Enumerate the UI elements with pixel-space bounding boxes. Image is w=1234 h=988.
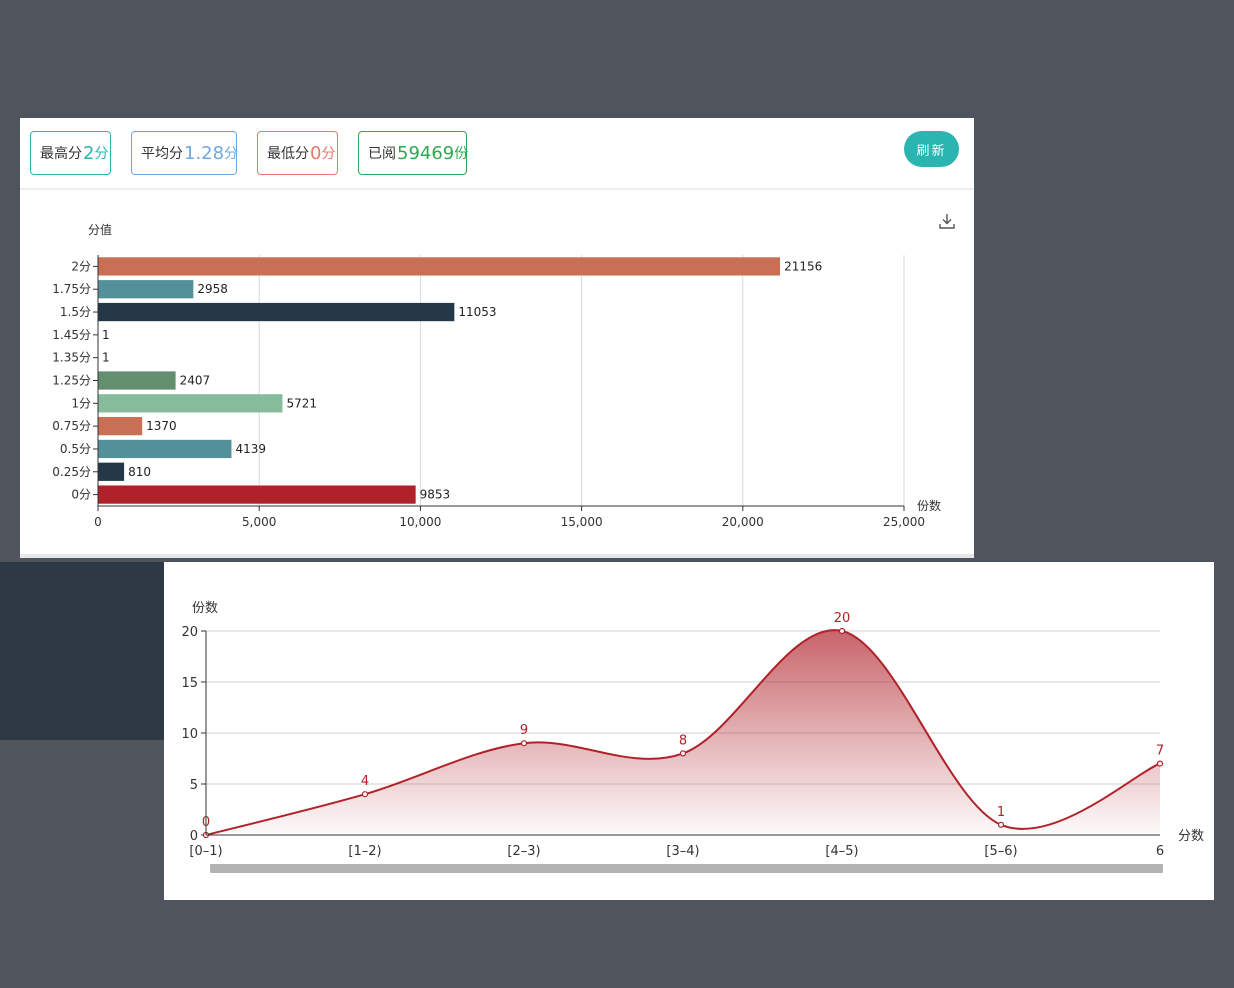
x-axis-title: 分数 [1178, 829, 1204, 844]
bar-value-label: 21156 [784, 259, 822, 273]
bar-value-label: 2407 [180, 374, 211, 388]
x-tick-label: [1–2) [348, 844, 381, 859]
read-count-badge: 已阅 59469 份 [358, 131, 469, 175]
x-tick-label: [5–6) [984, 844, 1017, 859]
bar [98, 462, 125, 481]
background-panel [0, 562, 170, 740]
bar-value-label: 1 [102, 351, 110, 365]
data-label: 1 [997, 805, 1005, 820]
min-score-value: 0 [310, 142, 322, 164]
avg-score-unit: 分 [224, 146, 239, 162]
bar [98, 394, 283, 413]
x-tick-label: 6 [1156, 844, 1164, 859]
bar-value-label: 5721 [286, 396, 317, 410]
min-score-unit: 分 [321, 146, 336, 162]
divider [20, 188, 974, 190]
data-label: 7 [1156, 744, 1164, 759]
data-point [1156, 760, 1164, 767]
y-tick-label: 0分 [71, 488, 91, 502]
x-tick-label: 25,000 [883, 515, 925, 529]
x-tick-label: [2–3) [507, 844, 540, 859]
x-tick-label: [0–1) [189, 844, 222, 859]
area-fill [206, 630, 1160, 835]
bar [98, 439, 232, 459]
data-point [997, 821, 1005, 828]
x-axis-title: 份数 [917, 498, 941, 513]
y-tick-label: 1.5分 [60, 305, 91, 319]
bar [98, 371, 176, 390]
y-tick-label: 1.35分 [52, 351, 91, 365]
x-tick-label: 0 [94, 515, 102, 529]
avg-score-badge: 平均分 1.28 分 [131, 131, 239, 175]
bar-value-label: 810 [128, 465, 151, 479]
y-tick-label: 5 [190, 778, 198, 793]
read-count-value: 59469 [397, 142, 455, 164]
y-tick-label: 0.75分 [52, 419, 91, 433]
y-tick-label: 1.25分 [52, 374, 91, 388]
y-tick-label: 20 [181, 625, 198, 640]
x-tick-label: [3–4) [666, 844, 699, 859]
x-tick-label: 15,000 [561, 515, 603, 529]
min-score-badge: 最低分 0 分 [257, 131, 338, 175]
data-label: 20 [834, 611, 851, 626]
bar [98, 302, 455, 322]
data-point [520, 740, 528, 747]
download-icon[interactable] [938, 212, 956, 230]
y-tick-label: 1分 [71, 396, 91, 410]
bar [98, 280, 194, 299]
avg-score-value: 1.28 [184, 142, 225, 164]
zoom-slider[interactable] [210, 864, 1163, 873]
bar-value-label: 11053 [458, 305, 496, 319]
bar-chart: 0 5,000 10,000 15,000 20,000 25,000 21156 2分 295… [52, 222, 941, 529]
y-axis-title: 分值 [88, 222, 112, 237]
y-tick-label: 0 [190, 829, 198, 844]
bar-value-label: 4139 [235, 442, 266, 456]
max-score-unit: 分 [94, 146, 109, 162]
bar-value-label: 9853 [420, 488, 451, 502]
data-point [679, 750, 687, 757]
data-label: 8 [679, 733, 687, 748]
bar [98, 257, 781, 276]
x-tick-label: [4–5) [825, 844, 858, 859]
bar [98, 485, 416, 504]
y-tick-label: 15 [181, 676, 198, 691]
x-tick-label: 20,000 [722, 515, 764, 529]
y-tick-label: 0.25分 [52, 465, 91, 479]
max-score-value: 2 [83, 142, 95, 164]
bar-value-label: 2958 [197, 282, 228, 296]
y-tick-label: 1.45分 [52, 328, 91, 342]
x-tick-label: 5,000 [242, 515, 276, 529]
min-score-label: 最低分 [267, 146, 309, 162]
data-point [361, 791, 369, 798]
avg-score-label: 平均分 [141, 146, 183, 162]
max-score-label: 最高分 [40, 146, 82, 162]
bar-value-label: 1 [102, 328, 110, 342]
data-label: 4 [361, 774, 369, 789]
y-tick-label: 1.75分 [52, 282, 91, 296]
x-tick-label: 10,000 [399, 515, 441, 529]
y-tick-label: 10 [181, 727, 198, 742]
y-tick-label: 2分 [71, 259, 91, 273]
y-tick-label: 0.5分 [60, 442, 91, 456]
bar-value-label: 1370 [146, 419, 177, 433]
data-point [838, 627, 846, 635]
refresh-button[interactable]: 刷新 [904, 131, 959, 167]
y-axis-title: 份数 [192, 601, 218, 616]
bar [98, 417, 143, 436]
read-count-label: 已阅 [368, 146, 396, 162]
score-distribution-card: 最高分 2 分 平均分 1.28 分 最低分 0 分 已阅 59469 份 刷新… [20, 118, 974, 558]
data-label: 9 [520, 723, 528, 738]
max-score-badge: 最高分 2 分 [30, 131, 111, 175]
read-count-unit: 份 [454, 146, 469, 162]
card-footer-strip [20, 554, 974, 558]
score-frequency-card: 0 5 10 15 20 0 4 9 8 20 1 7 [0–1) [1–2) [2–3) [3–4) [4–5… [164, 562, 1214, 900]
